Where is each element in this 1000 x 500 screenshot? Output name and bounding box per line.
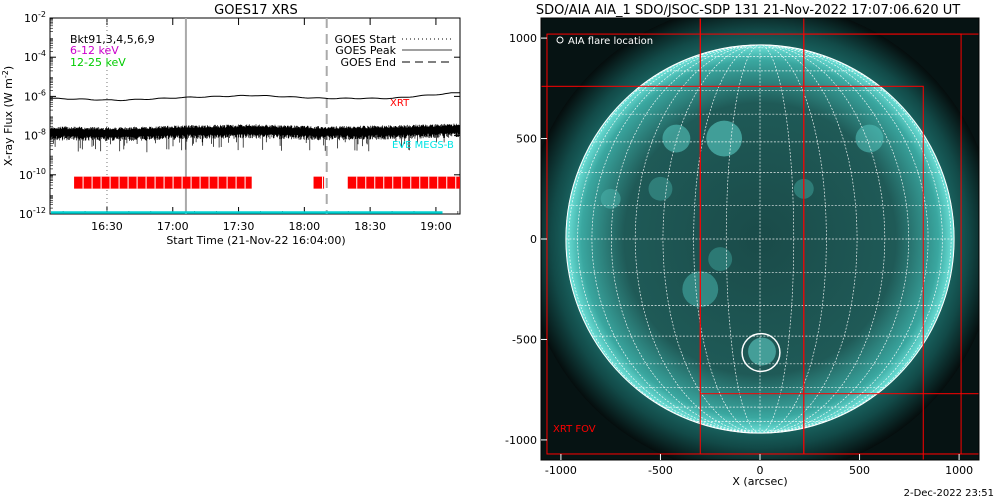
aia-xtick-label: 500 — [849, 464, 870, 477]
aia-ytick-label: -500 — [512, 333, 537, 346]
goes-xtick-label: 18:30 — [354, 220, 386, 233]
active-region-blob — [706, 120, 743, 157]
goes-ytick-label: 10-12 — [19, 206, 46, 221]
goes-ylabel: X-ray Flux (W m-2) — [1, 66, 15, 166]
aia-ytick-label: 0 — [530, 233, 537, 246]
aia-solar-image-panel: SDO/AIA AIA_1 SDO/JSOC-SDP 131 21-Nov-20… — [505, 3, 980, 488]
goes-xrs-plot: GOES17 XRS X-ray Flux (W m-2) 10-12 10-10… — [1, 3, 461, 247]
flare-location-circle — [741, 332, 781, 373]
legend-channel-1: 6-12 keV — [70, 44, 119, 57]
legend-goes-peak: GOES Peak — [335, 44, 396, 57]
longitude-line — [568, 44, 761, 434]
aia-xtick-label: 0 — [757, 464, 764, 477]
aia-xtick-label: -500 — [648, 464, 673, 477]
flare-legend-text: AIA flare location — [568, 36, 653, 47]
active-region-blob — [855, 124, 884, 153]
longitude-line — [759, 44, 795, 434]
aia-xtick-label: -1000 — [545, 464, 577, 477]
goes-ytick-label: 10-4 — [24, 49, 46, 64]
longitude-line — [662, 44, 761, 434]
aia-ytick-label: 1000 — [509, 32, 537, 45]
active-region-blob — [648, 176, 673, 201]
longitude-line — [759, 44, 910, 434]
active-region-blob — [748, 337, 776, 366]
footer-date: 2-Dec-2022 23:51 — [904, 488, 994, 499]
aia-ytick-label: -1000 — [505, 434, 537, 447]
longitude-line — [610, 44, 761, 434]
flare-legend-marker — [556, 36, 564, 44]
aia-ytick-label: 500 — [516, 133, 537, 146]
goes-xtick-label: 18:00 — [288, 220, 320, 233]
goes-ytick-label: 10-6 — [24, 88, 46, 103]
aia-y-ticks: 1000 500 0 -500 -1000 — [505, 32, 547, 447]
legend-channel-0: Bkt91,3,4,5,6,9 — [70, 33, 155, 46]
longitude-line — [759, 44, 858, 434]
longitude-line — [577, 44, 761, 434]
longitude-line — [634, 44, 761, 434]
goes-legend-left: Bkt91,3,4,5,6,9 6-12 keV 12-25 keV — [70, 33, 155, 69]
goes-y-ticks: 10-12 10-10 10-8 10-6 10-4 10-2 — [19, 10, 460, 221]
goes-xtick-label: 17:30 — [223, 220, 255, 233]
xrt-coverage-segment — [74, 176, 252, 189]
legend-goes-end: GOES End — [340, 56, 396, 69]
longitude-line — [759, 44, 952, 434]
active-region-blob — [662, 124, 691, 153]
longitude-line — [693, 44, 761, 434]
goes-plot-frame — [49, 17, 461, 215]
longitude-line — [591, 44, 761, 434]
legend-channel-2: 12-25 keV — [70, 56, 126, 69]
legend-goes-start: GOES Start — [335, 33, 397, 46]
goes-traces — [49, 18, 461, 214]
aia-xlabel: X (arcsec) — [732, 475, 787, 488]
heliographic-grid — [565, 44, 955, 434]
series-label-xrt: XRT — [390, 98, 410, 109]
xrt-coverage-segment — [347, 176, 460, 189]
goes-xlabel: Start Time (21-Nov-22 16:04:00) — [166, 234, 345, 247]
aia-title: SDO/AIA AIA_1 SDO/JSOC-SDP 131 21-Nov-20… — [536, 3, 960, 18]
active-region-blob — [708, 247, 733, 272]
longitude-line — [759, 44, 943, 434]
xrt-fov-label: XRT FOV — [553, 424, 596, 435]
goes-ytick-label: 10-10 — [19, 167, 46, 182]
aia-x-ticks: -1000 -500 0 500 1000 — [545, 454, 973, 477]
longitude-line — [759, 44, 929, 434]
goes-xtick-label: 17:00 — [157, 220, 189, 233]
goes-plot-title: GOES17 XRS — [214, 3, 298, 18]
active-region-blob — [600, 188, 621, 209]
longitude-line — [759, 44, 886, 434]
goes-ytick-label: 10-2 — [24, 10, 46, 25]
goes-x-ticks: 16:30 17:00 17:30 18:00 18:30 19:00 — [62, 18, 459, 233]
xrt-fov-box — [541, 85, 924, 460]
series-label-eve: EVE MEGS-B — [392, 140, 454, 151]
goes-legend-right: GOES Start GOES Peak GOES End — [335, 33, 452, 69]
xrt-coverage-segment — [313, 176, 325, 189]
goes-xtick-label: 19:00 — [420, 220, 452, 233]
goes-xtick-label: 16:30 — [91, 220, 123, 233]
goes-long-channel-line — [49, 92, 460, 102]
aia-xtick-label: 1000 — [945, 464, 973, 477]
solar-limb — [565, 44, 955, 434]
goes-short-channel-band — [49, 123, 461, 153]
goes-ytick-label: 10-8 — [24, 128, 46, 143]
longitude-line — [759, 44, 827, 434]
longitude-line — [725, 44, 761, 434]
aia-flare-legend: AIA flare location — [556, 36, 653, 47]
